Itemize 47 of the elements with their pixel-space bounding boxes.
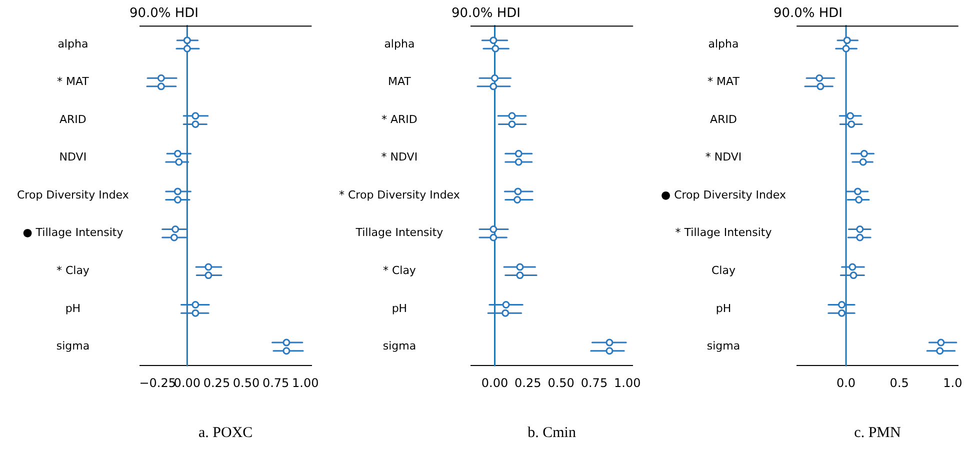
x-tick-label: −0.25 [139, 376, 176, 390]
y-tick-label: ARID [710, 112, 737, 126]
x-tick-label: 0.00 [174, 376, 201, 390]
y-tick-label: Crop Diversity Index [16, 188, 130, 202]
y-tick-label: Tillage Intensity [354, 226, 444, 240]
y-tick-label: pH [716, 302, 732, 315]
x-tick-label: 0.75 [262, 376, 290, 390]
y-tick-label: * MAT [708, 75, 740, 88]
x-tick-label: 1.00 [614, 376, 641, 390]
x-tick-label: 0.25 [514, 376, 542, 390]
x-tick-label: 0.50 [548, 376, 574, 390]
y-tick-label: ● Tillage Intensity [22, 226, 124, 240]
y-tick-label: ● Crop Diversity Index [661, 188, 786, 202]
x-tick-label: 0.75 [580, 376, 608, 390]
y-tick-label: * Tillage Intensity [675, 226, 772, 240]
chart-title: 90.0% HDI [451, 6, 521, 22]
y-tick-label: Clay [711, 264, 736, 278]
x-tick-label: 0.50 [232, 376, 260, 390]
x-tick-label: 0.25 [203, 376, 230, 390]
y-tick-label: sigma [706, 340, 740, 353]
y-tick-label: * Crop Diversity Index [338, 188, 460, 202]
chart-title: 90.0% HDI [773, 6, 843, 22]
x-axis-title: c. PMN [854, 424, 901, 441]
chart-title: 90.0% HDI [129, 6, 199, 22]
y-tick-label: alpha [384, 37, 415, 50]
y-tick-label: ARID [59, 112, 86, 126]
y-tick-label: sigma [382, 340, 416, 353]
y-tick-label: * NDVI [705, 150, 742, 164]
y-tick-label: * NDVI [381, 150, 418, 164]
x-axis-title: b. Cmin [528, 424, 576, 441]
y-tick-label: sigma [56, 340, 90, 353]
y-tick-label: pH [392, 302, 408, 315]
x-tick-label: 0.00 [481, 376, 508, 390]
y-tick-label: * Clay [382, 264, 416, 278]
y-tick-label: NDVI [59, 150, 87, 164]
x-axis-title: a. POXC [198, 424, 253, 441]
x-tick-label: 0.5 [890, 376, 909, 390]
y-tick-label: MAT [388, 75, 412, 88]
y-tick-label: * MAT [56, 75, 90, 88]
y-tick-label: alpha [708, 37, 739, 50]
y-tick-label: * Clay [56, 264, 90, 278]
y-tick-label: * ARID [381, 112, 418, 126]
x-tick-label: 1.0 [943, 376, 962, 390]
x-tick-label: 1.00 [292, 376, 319, 390]
y-tick-label: alpha [58, 37, 88, 50]
y-tick-label: pH [65, 302, 81, 315]
x-tick-label: 0.0 [836, 376, 856, 390]
